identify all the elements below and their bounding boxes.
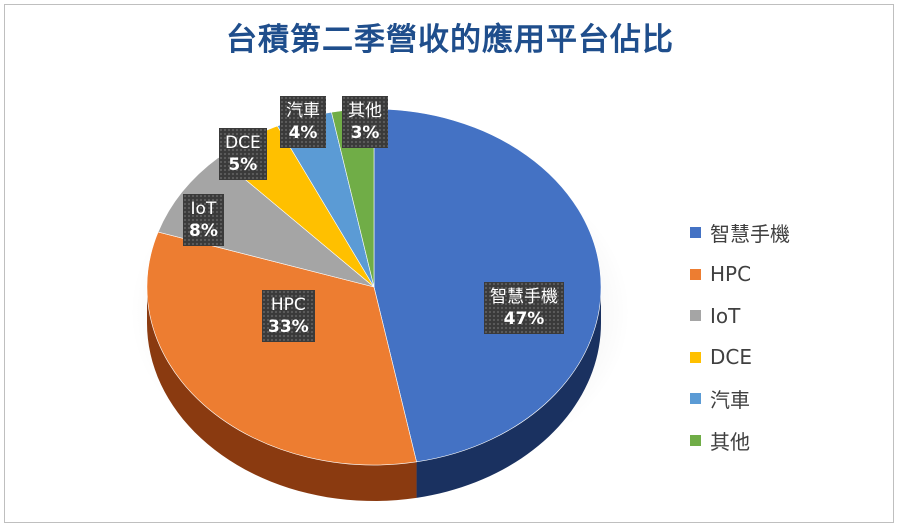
legend-label: 其他 [710,429,750,454]
legend-swatch [690,310,701,322]
legend-item: HPC [690,254,790,296]
pie-side-HPC [147,287,417,501]
legend-swatch [690,393,701,405]
data-label-percent: 33% [268,317,309,337]
data-label-DCE: DCE 5% [219,128,267,180]
legend-label: DCE [710,345,753,370]
data-label-name: DCE [225,133,261,153]
data-label-name: 智慧手機 [490,287,558,307]
chart-title: 台積第二季營收的應用平台佔比 [226,22,674,58]
legend-label: 智慧手機 [710,222,790,247]
data-label-HPC: HPC 33% [262,290,315,342]
legend-label: HPC [710,262,752,287]
legend-label: 汽車 [710,388,750,413]
pie-slice-HPC [146,231,417,466]
legend-item: 汽車 [690,378,790,420]
data-label-智慧手機: 智慧手機 47% [484,282,564,334]
legend-label: IoT [710,303,741,328]
data-label-其他: 其他 3% [342,96,388,148]
data-label-name: IoT [190,199,217,219]
legend-swatch [690,351,701,363]
data-label-percent: 4% [288,123,318,143]
data-label-汽車: 汽車 4% [280,96,326,148]
legend-swatch [690,434,701,446]
legend-swatch [690,268,701,280]
data-label-percent: 8% [189,221,218,241]
legend-item: DCE [690,337,790,379]
pie-side-智慧手機 [416,287,601,498]
data-label-percent: 3% [350,123,380,143]
data-label-IoT: IoT 8% [183,194,224,246]
data-label-name: 汽車 [286,101,320,121]
data-label-name: HPC [270,295,306,315]
chart-legend: 智慧手機 HPC IoT DCE 汽車其他 [690,212,790,461]
pie-slice-IoT [157,156,375,288]
legend-swatch [690,227,701,239]
data-label-name: 其他 [348,101,382,121]
legend-item: 智慧手機 [690,212,790,254]
data-label-percent: 47% [503,309,545,329]
legend-item: IoT [690,295,790,337]
pie-side-walls [147,287,601,501]
legend-item: 其他 [690,420,790,462]
data-label-percent: 5% [228,155,258,175]
